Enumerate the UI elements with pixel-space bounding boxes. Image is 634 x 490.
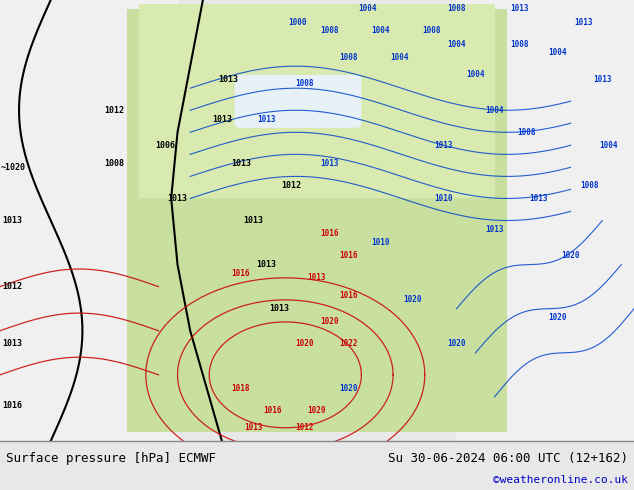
Text: 1008: 1008 bbox=[517, 128, 536, 137]
Text: ©weatheronline.co.uk: ©weatheronline.co.uk bbox=[493, 475, 628, 485]
Text: 1004: 1004 bbox=[447, 40, 466, 49]
Text: 1000: 1000 bbox=[288, 18, 307, 26]
Text: 1013: 1013 bbox=[3, 340, 23, 348]
Text: 1016: 1016 bbox=[263, 406, 282, 415]
Text: 1013: 1013 bbox=[320, 159, 339, 168]
Text: 1018: 1018 bbox=[231, 384, 250, 392]
Text: 1020: 1020 bbox=[295, 340, 314, 348]
Text: 1012: 1012 bbox=[104, 106, 124, 115]
Text: 1010: 1010 bbox=[371, 238, 390, 247]
Text: 1020: 1020 bbox=[339, 384, 358, 392]
Text: 1008: 1008 bbox=[295, 79, 314, 88]
Text: 1013: 1013 bbox=[593, 75, 612, 84]
Text: 1013: 1013 bbox=[218, 75, 238, 84]
Bar bbox=[0, 0, 178, 441]
Text: 1013: 1013 bbox=[244, 423, 263, 432]
Text: 1004: 1004 bbox=[466, 71, 485, 79]
Text: 1004: 1004 bbox=[390, 53, 409, 62]
Text: 1008: 1008 bbox=[339, 53, 358, 62]
Text: 1013: 1013 bbox=[529, 194, 548, 203]
Text: 1013: 1013 bbox=[307, 273, 327, 282]
Text: 1008: 1008 bbox=[447, 4, 466, 13]
Text: 1008: 1008 bbox=[422, 26, 441, 35]
Text: 1016: 1016 bbox=[231, 269, 250, 278]
Text: 1013: 1013 bbox=[510, 4, 529, 13]
Text: 1020: 1020 bbox=[320, 318, 339, 326]
Text: 1008: 1008 bbox=[320, 26, 339, 35]
Text: 1004: 1004 bbox=[358, 4, 377, 13]
Text: 1013: 1013 bbox=[574, 18, 593, 26]
Text: 1013: 1013 bbox=[3, 216, 23, 225]
Text: Surface pressure [hPa] ECMWF: Surface pressure [hPa] ECMWF bbox=[6, 452, 216, 465]
Text: 1013: 1013 bbox=[167, 194, 188, 203]
Text: 1020: 1020 bbox=[307, 406, 327, 415]
Text: 1008: 1008 bbox=[510, 40, 529, 49]
Text: ~1020: ~1020 bbox=[0, 163, 25, 172]
Text: 1008: 1008 bbox=[104, 159, 124, 168]
Text: 1004: 1004 bbox=[599, 141, 618, 150]
Text: 1013: 1013 bbox=[243, 216, 264, 225]
Text: 1020: 1020 bbox=[403, 295, 422, 304]
FancyBboxPatch shape bbox=[235, 75, 361, 128]
Text: 1012: 1012 bbox=[3, 282, 23, 291]
Text: 1013: 1013 bbox=[485, 225, 504, 234]
Bar bbox=[456, 0, 634, 441]
Text: 1020: 1020 bbox=[561, 251, 580, 260]
Text: 1013: 1013 bbox=[269, 304, 289, 313]
Text: 1004: 1004 bbox=[485, 106, 504, 115]
Text: 1004: 1004 bbox=[371, 26, 390, 35]
Text: 1013: 1013 bbox=[256, 260, 276, 269]
Bar bbox=[139, 4, 495, 198]
Text: 1022: 1022 bbox=[339, 340, 358, 348]
Text: 1008: 1008 bbox=[580, 181, 599, 190]
Text: 1016: 1016 bbox=[339, 291, 358, 300]
Text: 1016: 1016 bbox=[339, 251, 358, 260]
Text: 1020: 1020 bbox=[447, 340, 466, 348]
Text: 1006: 1006 bbox=[155, 141, 175, 150]
Text: 1013: 1013 bbox=[212, 115, 232, 123]
Text: 1013: 1013 bbox=[257, 115, 276, 123]
Text: 1020: 1020 bbox=[548, 313, 567, 322]
Text: 1013: 1013 bbox=[434, 141, 453, 150]
Text: 1012: 1012 bbox=[295, 423, 314, 432]
Text: 1012: 1012 bbox=[281, 181, 302, 190]
Text: 1010: 1010 bbox=[434, 194, 453, 203]
Text: Su 30-06-2024 06:00 UTC (12+162): Su 30-06-2024 06:00 UTC (12+162) bbox=[387, 452, 628, 465]
Text: 1013: 1013 bbox=[231, 159, 251, 168]
Bar bbox=[127, 9, 507, 432]
Text: 1016: 1016 bbox=[3, 401, 23, 410]
Text: 1016: 1016 bbox=[320, 229, 339, 238]
Text: 1004: 1004 bbox=[548, 49, 567, 57]
